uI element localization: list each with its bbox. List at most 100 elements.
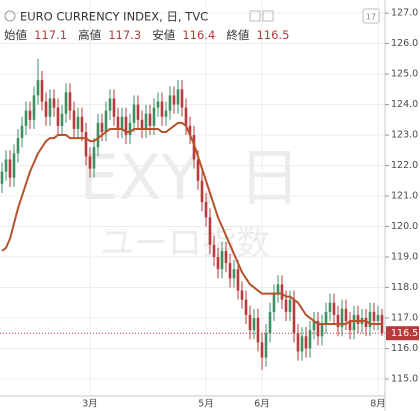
candle-body [356,314,360,325]
candle-body [104,110,108,132]
candle-body [312,321,316,331]
candle-body [88,156,92,169]
candle-body [136,104,140,120]
y-tick-label: 123.0 [391,130,418,141]
candle-body [140,119,144,129]
candle-body [316,321,320,337]
candle-body [84,132,88,157]
candle-body [144,113,148,129]
y-tick-label: 119.0 [391,251,418,262]
candle-body [212,244,216,257]
candle-body [4,159,8,172]
candle-body [180,89,184,108]
candle-body [112,98,116,117]
ohlc-line: 始値 117.1 高値 117.3 安値 116.4 終値 116.5 [4,25,289,44]
last-price-badge [386,326,419,341]
candle-body [200,180,204,203]
candle-body [52,98,56,108]
ohlc-label: 終値 [226,28,249,42]
candle-body [172,95,176,105]
candle-body [236,269,240,291]
candle-body [100,122,104,132]
header-button[interactable] [262,10,274,22]
candle-body [8,159,12,178]
candle-body [284,299,288,312]
candle-body [324,311,328,325]
candle-body [352,314,356,331]
candle-body [96,122,100,148]
x-tick-label: 5月 [198,399,214,410]
candle-body [364,317,368,328]
header-button[interactable] [249,10,261,22]
candle-body [132,104,136,123]
candle-body [276,284,280,294]
moving-average [1,121,382,326]
axes: 115.0 116.0 117.0 118.0 119.0 120.0 121.0 122.0… [82,8,419,410]
candle-body [176,89,180,105]
candle-body [332,302,336,315]
candle-body [156,101,160,108]
candle-body [376,314,380,322]
header: EURO CURRENCY INDEX, 日, TVC 17 始値 117.1 … [4,8,380,44]
candle-body [220,250,224,270]
candle-body [216,256,220,270]
y-tick-label: 127.0 [391,8,418,19]
candle-body [160,101,164,117]
candle-body [196,159,200,181]
candle-body [80,116,84,132]
candle-body [336,314,340,328]
candle-body [92,147,96,169]
candle-body [188,125,192,136]
watermark: EXY, 日 ユーロ指数 [80,141,301,263]
candle-body [252,317,256,331]
candle-body [308,330,312,349]
y-tick-label: 125.0 [391,69,418,80]
candle-body [280,284,284,300]
candle-body [108,98,112,111]
ohlc-label: 高値 [78,28,101,42]
candle-body [296,333,300,352]
x-tick-label: 8月 [370,399,386,410]
candle-body [240,290,244,300]
candle-body [272,293,276,312]
candle-body [348,321,352,331]
candle-body [152,107,156,126]
candle-body [76,116,80,129]
ohlc-value: 116.4 [182,28,215,42]
candle-body [164,110,168,117]
candle-body [204,202,208,218]
y-tick-label: 117.0 [391,312,418,323]
y-tick-label: 121.0 [391,191,418,202]
candle-body [260,342,264,358]
ohlc-value: 116.5 [256,28,289,42]
y-tick-label: 120.0 [391,221,418,232]
ohlc-label: 始値 [4,28,27,42]
candle-body [60,113,64,126]
candle-body [208,217,212,245]
date-icon[interactable] [362,8,380,24]
y-tick-label: 124.0 [391,99,418,110]
candle-body [168,95,172,111]
candle-body [292,299,296,334]
candle-body [264,333,268,358]
plot [0,58,385,370]
symbol-icon [4,10,16,22]
candle-body [340,308,344,328]
ohlc-label: 安値 [152,28,175,42]
candle-body [72,110,76,129]
candle-body [228,263,232,279]
candle-body [256,317,260,343]
last-price-label: 116.5 [391,328,418,339]
candle-body [268,311,272,334]
candle-body [344,308,348,322]
candle-body [68,92,72,111]
candle-body [64,92,68,114]
candle-body [0,171,4,184]
candle-body [184,107,188,126]
date-icon-text: 17 [366,13,376,22]
candle-body [116,116,120,129]
candle-body [372,311,376,322]
